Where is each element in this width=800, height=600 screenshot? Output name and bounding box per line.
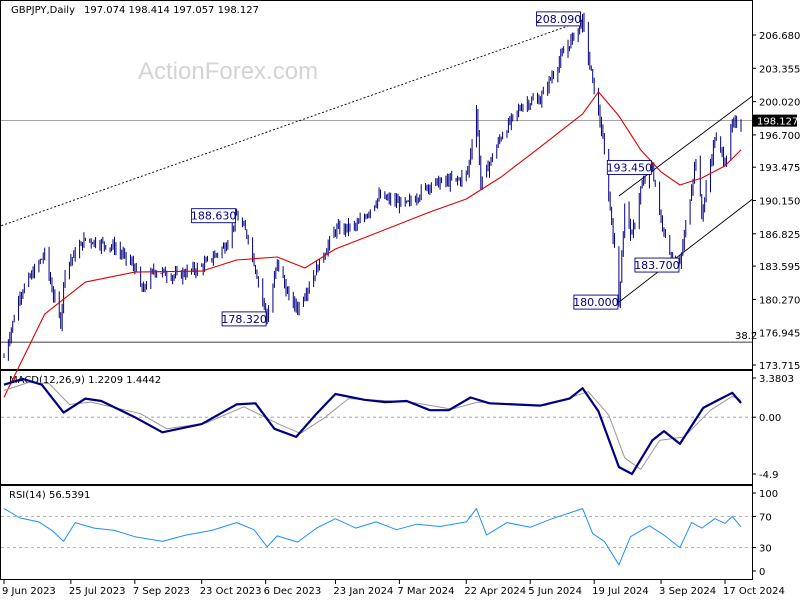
x-axis-tick-label: 25 Jul 2023 <box>69 586 126 597</box>
price-axis-tick-label: 186.825 <box>759 230 800 241</box>
trendline <box>618 95 753 197</box>
price-annotation-label: 208.090 <box>536 13 582 26</box>
macd-plot <box>1 377 752 476</box>
price-axis-tick-label: 200.020 <box>759 98 800 109</box>
x-axis-tick-label: 6 Dec 2023 <box>264 586 322 597</box>
macd-signal-line <box>3 381 742 470</box>
price-axis-tick-label: 196.700 <box>759 131 800 142</box>
rsi-title: RSI(14) 56.5391 <box>9 490 90 501</box>
x-axis-tick-label: 17 Oct 2024 <box>723 586 785 597</box>
macd-axis-tick-label: -4.9 <box>759 470 779 481</box>
current-price-tag <box>753 114 797 127</box>
price-axis-tick-label: 173.715 <box>759 361 800 372</box>
price-annotation-box <box>536 11 582 27</box>
fib-level-label: 38.2 <box>735 331 757 342</box>
price-axis-tick-label: 180.270 <box>759 295 800 306</box>
x-axis-tick-label: 23 Jan 2024 <box>333 586 393 597</box>
price-axis-tick-label: 203.355 <box>759 64 800 75</box>
rsi-axis-tick-label: 30 <box>759 544 772 555</box>
trendline <box>618 198 753 303</box>
price-plot: 38.2 208.090 188.630 178.320 193.450 183.700 1… <box>0 11 757 398</box>
x-axis-tick-label: 7 Mar 2024 <box>397 586 454 597</box>
trendline <box>0 20 583 227</box>
price-annotation-label: 193.450 <box>607 161 653 174</box>
price-axis-tick-label: 206.680 <box>759 31 800 42</box>
price-annotation-label: 183.700 <box>634 259 680 272</box>
rsi-plot <box>1 508 752 566</box>
price-annotation-label: 188.630 <box>191 210 237 223</box>
x-axis-tick-label: 5 Jun 2024 <box>528 586 582 597</box>
macd-line <box>3 377 742 476</box>
moving-average-line <box>3 91 742 398</box>
rsi-line <box>3 508 742 566</box>
x-axis-tick-label: 19 Jul 2024 <box>592 586 649 597</box>
x-axis-tick-label: 9 Jun 2023 <box>2 586 56 597</box>
rsi-axis-tick-label: 100 <box>759 489 778 500</box>
watermark: ActionForex.com <box>138 58 318 85</box>
macd-axis-tick-label: 0.00 <box>759 413 781 424</box>
x-axis-tick-label: 23 Oct 2023 <box>200 586 262 597</box>
symbol-label: GBPJPY,Daily <box>11 5 75 16</box>
price-axis-tick-label: 176.945 <box>759 329 800 340</box>
price-annotation-label: 180.000 <box>573 296 619 309</box>
price-panel-frame <box>0 0 753 370</box>
price-axis-tick-label: 190.150 <box>759 196 800 207</box>
macd-axis-tick-label: 3.3803 <box>759 374 794 385</box>
axes: 206.680 203.355 200.020 196.700 193.475 190.1… <box>2 31 800 597</box>
macd-panel-frame <box>0 370 753 485</box>
x-axis-tick-label: 7 Sep 2023 <box>133 586 190 597</box>
current-price-tag-label: 198.127 <box>757 117 798 128</box>
x-axis-tick-label: 22 Apr 2024 <box>464 586 526 597</box>
rsi-axis-tick-label: 70 <box>759 512 772 523</box>
rsi-axis-tick-label: 0 <box>759 567 765 578</box>
ohlc-readout: 197.074 198.414 197.057 198.127 <box>84 5 259 16</box>
macd-title: MACD(12,26,9) 1.2209 1.4442 <box>9 375 161 386</box>
rsi-panel-frame <box>0 485 753 580</box>
price-axis-tick-label: 183.595 <box>759 262 800 273</box>
x-axis-tick-label: 3 Sep 2024 <box>659 586 716 597</box>
price-annotation-label: 178.320 <box>221 313 267 326</box>
price-axis-tick-label: 193.475 <box>759 163 800 174</box>
